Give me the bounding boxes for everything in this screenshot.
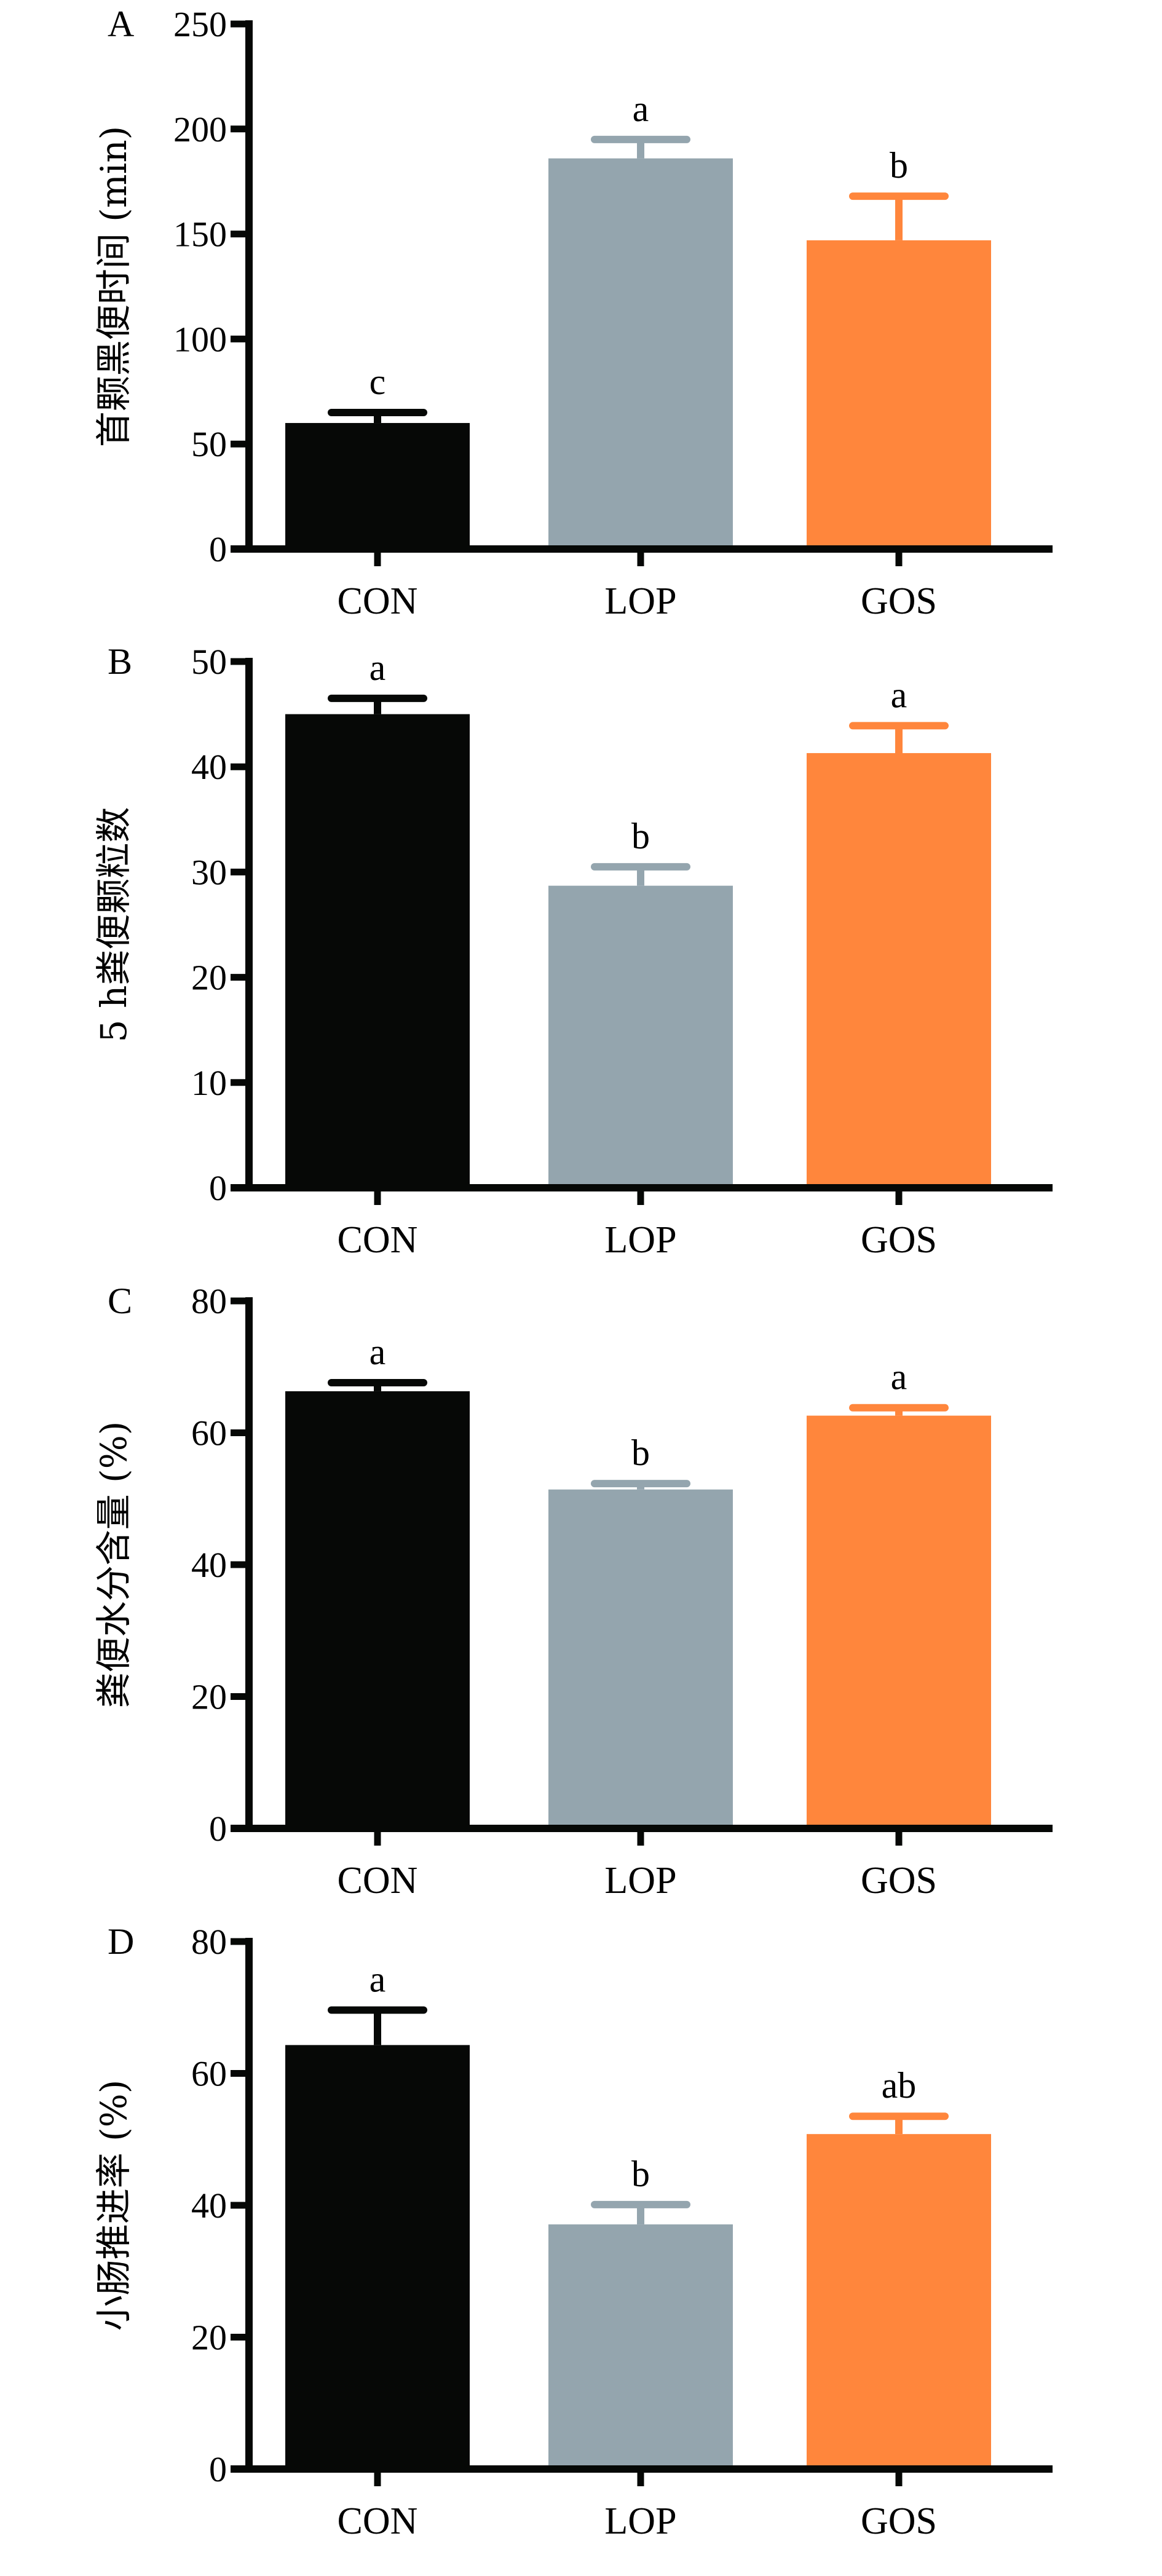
panel-a-significance-label: a	[633, 89, 649, 129]
panel-c-y-tick-label: 80	[191, 1281, 227, 1321]
panel-a-y-tick-label: 50	[191, 424, 227, 464]
panel-d-significance-label: a	[370, 1959, 386, 2000]
panel-a-letter: A	[108, 4, 134, 44]
panel-d-bar-con	[285, 2045, 470, 2469]
panel-a-y-tick-label: 250	[173, 4, 227, 44]
panel-c-y-tick-label: 40	[191, 1545, 227, 1585]
panel-d-significance-label: b	[631, 2154, 650, 2194]
panel-a-significance-label: c	[370, 362, 386, 402]
panel-c-bar-lop	[548, 1489, 733, 1828]
panel-d-y-axis-title: 小肠推进率 (%)	[93, 2080, 135, 2331]
panel-c-bar-con	[285, 1391, 470, 1828]
panel-b-y-tick-label: 30	[191, 852, 227, 892]
panel-a-significance-label: b	[890, 145, 908, 186]
panel-c-x-tick-label: GOS	[861, 1860, 937, 1902]
panel-b-y-tick-label: 10	[191, 1063, 227, 1103]
panel-b-y-tick-label: 50	[191, 642, 227, 682]
panel-d-x-tick-label: CON	[338, 2500, 418, 2542]
panel-b-significance-label: b	[631, 816, 650, 856]
panel-d-y-tick-label: 80	[191, 1922, 227, 1962]
panel-c-y-axis-title: 粪便水分含量 (%)	[93, 1421, 135, 1709]
panel-b-bar-gos	[807, 753, 991, 1188]
panel-b-x-tick-label: CON	[338, 1219, 418, 1261]
panel-a-x-tick-label: CON	[338, 580, 418, 622]
panel-d-letter: D	[108, 1921, 134, 1962]
panel-b-y-tick-label: 0	[209, 1168, 227, 1208]
panel-a-bar-lop	[548, 158, 733, 549]
panel-b-y-tick-label: 40	[191, 747, 227, 787]
panel-b-x-tick-label: GOS	[861, 1219, 937, 1261]
panel-c-y-tick-label: 60	[191, 1413, 227, 1453]
panel-b-bar-con	[285, 714, 470, 1188]
panel-d-y-tick-label: 60	[191, 2054, 227, 2094]
panel-c-x-tick-label: CON	[338, 1860, 418, 1902]
panel-c-x-tick-label: LOP	[604, 1860, 676, 1902]
panel-c-bar-gos	[807, 1415, 991, 1828]
panel-a-y-tick-label: 200	[173, 109, 227, 149]
panel-c-significance-label: a	[370, 1332, 386, 1372]
panel-a-y-tick-label: 100	[173, 319, 227, 359]
panel-d-x-tick-label: LOP	[604, 2500, 676, 2542]
panel-d-y-tick-label: 20	[191, 2318, 227, 2358]
panel-b-significance-label: a	[891, 674, 907, 715]
panel-c-letter: C	[108, 1281, 132, 1321]
panel-b-bar-lop	[548, 885, 733, 1188]
panel-b-y-axis-title: 5 h粪便颗粒数	[93, 807, 135, 1043]
panel-c-significance-label: a	[891, 1357, 907, 1397]
panel-a-y-axis-title: 首颗黑便时间 (min)	[93, 126, 135, 448]
panel-b-significance-label: a	[370, 647, 386, 688]
panel-d-significance-label: ab	[882, 2065, 917, 2106]
panel-c-significance-label: b	[631, 1432, 650, 1473]
panel-b-letter: B	[108, 641, 132, 682]
panel-c-y-tick-label: 20	[191, 1677, 227, 1717]
panel-d-bar-lop	[548, 2224, 733, 2469]
panel-a-y-tick-label: 150	[173, 215, 227, 255]
panel-d-bar-gos	[807, 2134, 991, 2469]
panel-a-x-tick-label: GOS	[861, 580, 937, 622]
panel-c-y-tick-label: 0	[209, 1809, 227, 1849]
panel-a-bar-gos	[807, 240, 991, 549]
panel-d-x-tick-label: GOS	[861, 2500, 937, 2542]
panel-a-x-tick-label: LOP	[604, 580, 676, 622]
panel-d-y-tick-label: 40	[191, 2186, 227, 2226]
panel-a-y-tick-label: 0	[209, 529, 227, 569]
panel-b-y-tick-label: 20	[191, 958, 227, 998]
panel-d-y-tick-label: 0	[209, 2449, 227, 2489]
panel-b-x-tick-label: LOP	[604, 1219, 676, 1261]
panel-a-bar-con	[285, 423, 470, 549]
